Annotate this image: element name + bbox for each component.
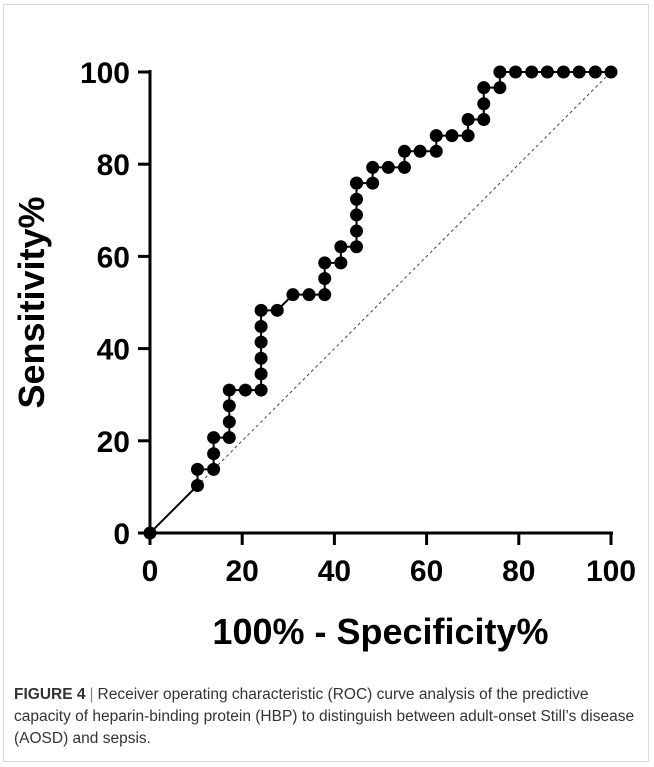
data-point — [286, 288, 300, 302]
data-point — [318, 256, 332, 270]
data-point — [477, 81, 491, 95]
y-tick-label: 60 — [97, 241, 130, 274]
data-point — [477, 97, 491, 111]
y-tick-label: 100 — [80, 57, 130, 90]
data-point — [334, 240, 348, 254]
data-point — [429, 129, 443, 143]
x-tick-label: 80 — [502, 555, 535, 588]
x-tick-label: 100 — [586, 555, 636, 588]
data-point — [461, 129, 475, 143]
data-point — [254, 319, 268, 333]
data-point — [254, 367, 268, 381]
figure-label: FIGURE 4 — [14, 686, 86, 703]
data-point — [190, 479, 204, 493]
data-point — [540, 65, 554, 79]
data-point — [557, 65, 571, 79]
data-point — [477, 112, 491, 126]
data-point — [429, 144, 443, 158]
data-point — [381, 160, 395, 174]
roc-chart: 0 20 40 60 80 100 0 20 40 60 80 100 100% - Specifi… — [11, 57, 636, 652]
data-point — [238, 383, 252, 397]
data-point — [350, 176, 364, 190]
data-point — [509, 65, 523, 79]
caption-text: Receiver operating characteristic (ROC) … — [14, 686, 635, 747]
data-point — [413, 144, 427, 158]
data-point — [190, 462, 204, 476]
data-point — [461, 112, 475, 126]
data-point — [350, 224, 364, 238]
y-tick-label: 20 — [97, 426, 130, 459]
data-point — [222, 415, 236, 429]
data-point — [207, 462, 221, 476]
y-ticks: 0 20 40 60 80 100 — [80, 57, 150, 551]
x-tick-label: 20 — [226, 555, 259, 588]
data-point — [397, 160, 411, 174]
data-point — [525, 65, 539, 79]
data-points — [143, 65, 618, 540]
y-tick-label: 80 — [97, 149, 130, 182]
data-point — [366, 160, 380, 174]
data-point — [254, 335, 268, 349]
data-point — [302, 288, 316, 302]
data-point — [350, 208, 364, 222]
data-point — [588, 65, 602, 79]
x-tick-label: 40 — [318, 555, 351, 588]
data-point — [207, 447, 221, 461]
figure-frame — [3, 4, 649, 762]
data-point — [222, 431, 236, 445]
data-point — [334, 256, 348, 270]
data-point — [397, 144, 411, 158]
y-axis-label: Sensitivity% — [11, 196, 52, 408]
reference-line — [149, 71, 612, 534]
data-point — [222, 399, 236, 413]
data-point — [445, 129, 459, 143]
data-point — [572, 65, 586, 79]
data-point — [493, 81, 507, 95]
x-tick-label: 0 — [142, 555, 159, 588]
data-point — [318, 288, 332, 302]
y-tick-label: 0 — [113, 518, 130, 551]
data-point — [254, 351, 268, 365]
data-point — [222, 383, 236, 397]
x-tick-label: 60 — [410, 555, 443, 588]
x-axis-label: 100% - Specificity% — [212, 611, 548, 652]
data-point — [366, 176, 380, 190]
data-point — [254, 303, 268, 317]
figure-caption: FIGURE 4 | Receiver operating characterist… — [14, 684, 640, 750]
caption-separator: | — [89, 686, 94, 703]
data-point — [604, 65, 618, 79]
data-point — [318, 272, 332, 286]
axes — [148, 70, 613, 535]
x-ticks: 0 20 40 60 80 100 — [142, 533, 636, 588]
data-point — [350, 192, 364, 206]
data-point — [270, 303, 284, 317]
data-point — [493, 65, 507, 79]
data-point — [254, 383, 268, 397]
reference-diagonal — [149, 71, 612, 534]
data-point — [350, 240, 364, 254]
data-point — [207, 431, 221, 445]
y-tick-label: 40 — [97, 334, 130, 367]
